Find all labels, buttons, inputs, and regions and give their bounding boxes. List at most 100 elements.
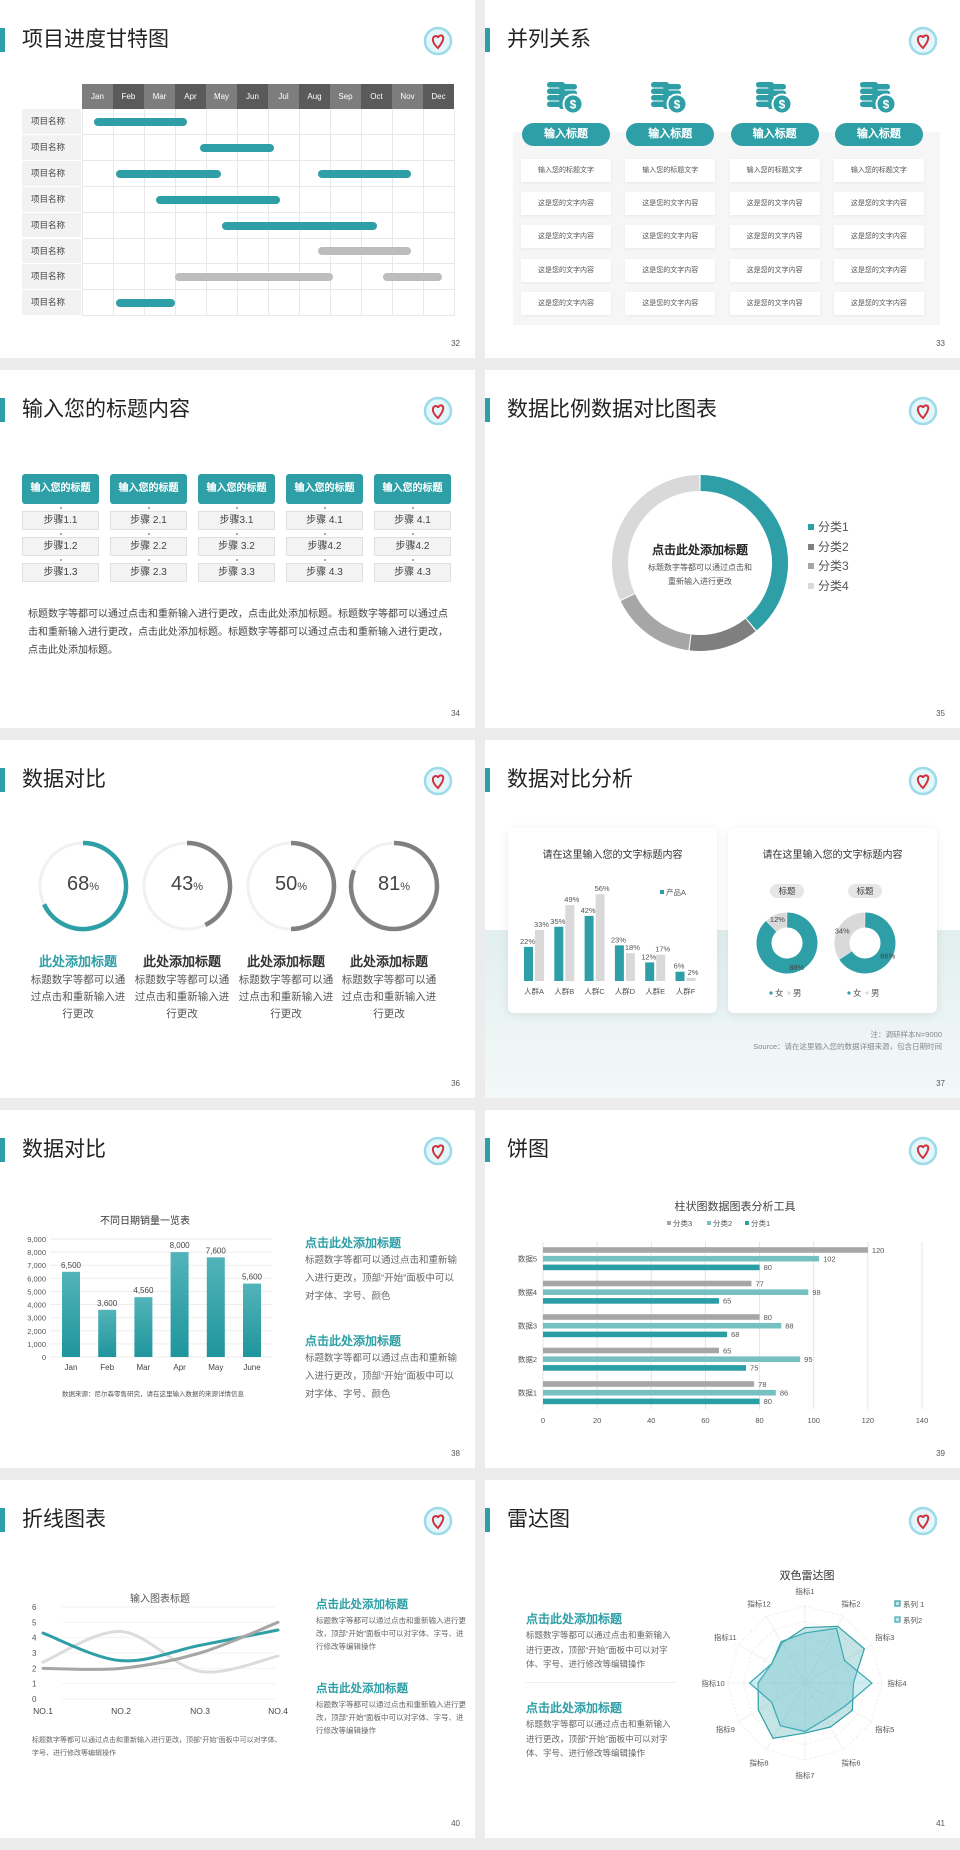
chart-title: 柱状图数据图表分析工具: [675, 1199, 796, 1213]
gantt-bar[interactable]: [116, 299, 175, 308]
legend-swatch: [808, 543, 814, 550]
slide-donut[interactable]: 数据比例数据对比图表 35 分类1 分类2 分类3 分类4 点击此处添加标题 标题数字等都可以…: [485, 370, 960, 728]
connector-dot: [148, 507, 150, 509]
text-box[interactable]: 这是您的文字内容: [833, 192, 924, 216]
slide-sales[interactable]: 数据对比 38 不同日期销量一览表 0 1,000 2,000 3,000 4,000 5,00…: [0, 1110, 475, 1468]
grid-line: [299, 109, 300, 317]
grid-line: [330, 109, 331, 317]
bar: [62, 1271, 80, 1357]
step-box[interactable]: 步骤 4.3: [286, 563, 363, 582]
text-box[interactable]: 输入您的标题文字: [729, 159, 820, 182]
gantt-bar[interactable]: [221, 221, 377, 230]
heading-pill[interactable]: 输入标题: [522, 123, 610, 146]
heading-pill[interactable]: 输入标题: [730, 123, 819, 146]
logo-heart-icon: [423, 396, 453, 426]
text-box[interactable]: 这是您的文字内容: [625, 192, 716, 216]
step-box[interactable]: 步骤1.3: [22, 563, 99, 582]
title-accent-bar: [485, 398, 490, 422]
step-box[interactable]: 步骤1.2: [22, 537, 99, 556]
paragraph: 标题数字等都可以通过点击和重新输入进行更改，点击此处添加标题。标题数字等都可以通…: [28, 609, 448, 656]
slide-progress[interactable]: 数据对比 36 68% 此处添加标题 标题数字等都可以通过点击和重新输入进行更改 43% 此…: [0, 740, 475, 1098]
step-box[interactable]: 步骤3.1: [198, 511, 275, 530]
text-box[interactable]: 这是您的文字内容: [729, 192, 820, 216]
title-accent-bar: [485, 1138, 490, 1162]
text-box[interactable]: 这是您的文字内容: [833, 291, 924, 315]
gantt-bar[interactable]: [116, 169, 222, 178]
step-heading[interactable]: 输入您的标题: [198, 474, 275, 504]
text-box[interactable]: 这是您的文字内容: [625, 258, 716, 282]
y-tick-label: 3,000: [27, 1314, 46, 1323]
step-box[interactable]: 步骤4.2: [374, 537, 451, 556]
logo-ring: [908, 1136, 938, 1166]
step-box[interactable]: 步骤1.1: [22, 511, 99, 530]
gantt-bar[interactable]: [156, 195, 281, 204]
heading-pill[interactable]: 输入标题: [626, 123, 715, 146]
slide-title: 饼图: [507, 1138, 549, 1161]
y-tick-label: 8,000: [27, 1248, 46, 1257]
step-box[interactable]: 步骤 3.2: [198, 537, 275, 556]
gantt-bar[interactable]: [94, 117, 188, 126]
text-box[interactable]: 这是您的文字内容: [625, 225, 716, 249]
x-tick-label: 20: [593, 1416, 601, 1425]
donut-slice: [700, 475, 788, 631]
text-box[interactable]: 输入您的标题文字: [833, 159, 924, 182]
step-box[interactable]: 步骤 2.2: [110, 537, 187, 556]
slide-radar[interactable]: 雷达图 41 双色雷达图 指标1 指标2 指标3 指标4 指标5 指标6 指标7 指标8 指标9 指标1…: [485, 1480, 960, 1838]
step-box[interactable]: 步骤 2.3: [110, 563, 187, 582]
progress-ring: [137, 836, 237, 936]
gantt-bar[interactable]: [382, 273, 442, 282]
slide-line[interactable]: 折线图表 40 输入图表标题 0 1 2 3 4 5 6 NO.1 NO.2 NO.3 NO.4 标题数字等…: [0, 1480, 475, 1838]
step-box[interactable]: 步骤 4.3: [374, 563, 451, 582]
step-box[interactable]: 步骤4.2: [286, 537, 363, 556]
bar: [614, 945, 624, 981]
grid-line: [454, 109, 455, 317]
step-heading[interactable]: 输入您的标题: [286, 474, 363, 504]
step-heading[interactable]: 输入您的标题: [110, 474, 187, 504]
slide-hbar[interactable]: 饼图 39 柱状图数据图表分析工具 0 20 40 60 80 100 120 140 分类3 分类2 分…: [485, 1110, 960, 1468]
y-tick-label: 9,000: [27, 1235, 46, 1244]
text-box[interactable]: 这是您的文字内容: [521, 192, 611, 216]
bar-value-label: 3,600: [97, 1299, 118, 1308]
step-box[interactable]: 步骤 3.3: [198, 563, 275, 582]
bar: [543, 1356, 801, 1362]
step-box[interactable]: 步骤 4.1: [286, 511, 363, 530]
block-title: 点击此处添加标题: [305, 1334, 402, 1348]
slide-steps[interactable]: 输入您的标题内容 34 输入您的标题 步骤1.1 步骤1.2 步骤1.3 输入您的标题 步骤 …: [0, 370, 475, 728]
text-box[interactable]: 输入您的标题文字: [625, 159, 716, 182]
logo-ring: [908, 766, 938, 796]
block-text: 标题数字等都可以通过点击和重新输入进行更改，顶部“开始”面板中可以对字体、字号、…: [526, 1630, 671, 1669]
text-box[interactable]: 这是您的文字内容: [521, 291, 611, 315]
progress-ring: [241, 836, 341, 936]
text-box[interactable]: 这是您的文字内容: [729, 291, 820, 315]
gantt-bar[interactable]: [175, 273, 334, 282]
month-header: Aug: [299, 84, 330, 109]
step-box[interactable]: 步骤 2.1: [110, 511, 187, 530]
text-box[interactable]: 这是您的文字内容: [521, 258, 611, 282]
bar-chart: 22%33%人群A35%49%人群B42%56%人群C23%18%人群D12%1…: [520, 884, 896, 998]
slide-parallel[interactable]: 并列关系 33 $ 输入标题 输入您的标题文字 这是您的文字内容 这是您的文字内容 这是您的文…: [485, 0, 960, 358]
slide-compare[interactable]: 数据对比分析 37 请在这里输入您的文字标题内容 22% 33% 人群A 35% 49% 人群B…: [485, 740, 960, 1098]
connector-dot: [60, 507, 62, 509]
connector-dot: [324, 533, 326, 535]
slide-gantt[interactable]: 项目进度甘特图 32 Jan Feb Mar Apr May Jun Jul Aug Sep Oct N…: [0, 0, 475, 358]
step-heading[interactable]: 输入您的标题: [374, 474, 451, 504]
gantt-bar[interactable]: [199, 143, 275, 152]
text-box[interactable]: 这是您的文字内容: [833, 225, 924, 249]
text-box[interactable]: 这是您的文字内容: [729, 258, 820, 282]
logo-heart: [916, 34, 930, 50]
step-heading[interactable]: 输入您的标题: [22, 474, 99, 504]
gantt-bar[interactable]: [317, 247, 411, 256]
chart-card: [508, 828, 717, 1013]
text-box[interactable]: 这是您的文字内容: [833, 258, 924, 282]
text-box[interactable]: 这是您的文字内容: [521, 225, 611, 249]
text-box[interactable]: 这是您的文字内容: [625, 291, 716, 315]
heading-pill[interactable]: 输入标题: [834, 123, 923, 146]
bar-value-label: 88: [785, 1322, 793, 1331]
gantt-bar[interactable]: [317, 169, 411, 178]
text-box[interactable]: 这是您的文字内容: [729, 225, 820, 249]
axis-label: 指标6: [841, 1758, 860, 1768]
coins-dollar-icon: $: [859, 80, 898, 115]
step-box[interactable]: 步骤 4.1: [374, 511, 451, 530]
logo: [423, 396, 453, 426]
text-box[interactable]: 输入您的标题文字: [521, 159, 611, 182]
